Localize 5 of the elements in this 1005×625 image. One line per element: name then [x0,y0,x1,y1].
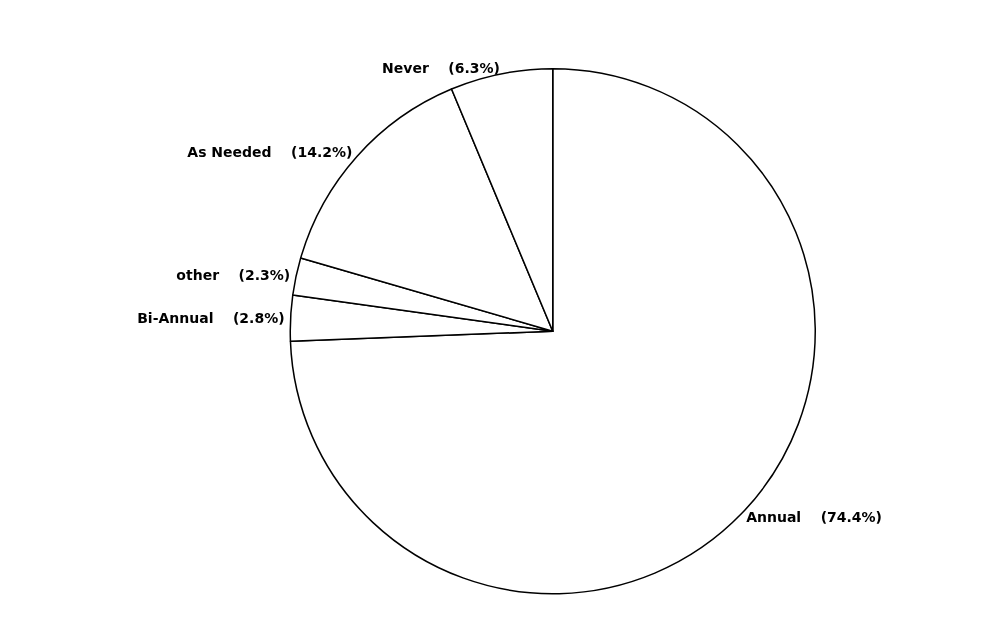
slice-label: other (2.3%) [176,267,291,284]
slice-label: Bi-Annual (2.8%) [137,309,285,326]
slice-label: As Needed (14.2%) [187,144,353,161]
slice-label: Never (6.3%) [382,59,500,76]
slice-label: Annual (74.4%) [746,509,882,526]
